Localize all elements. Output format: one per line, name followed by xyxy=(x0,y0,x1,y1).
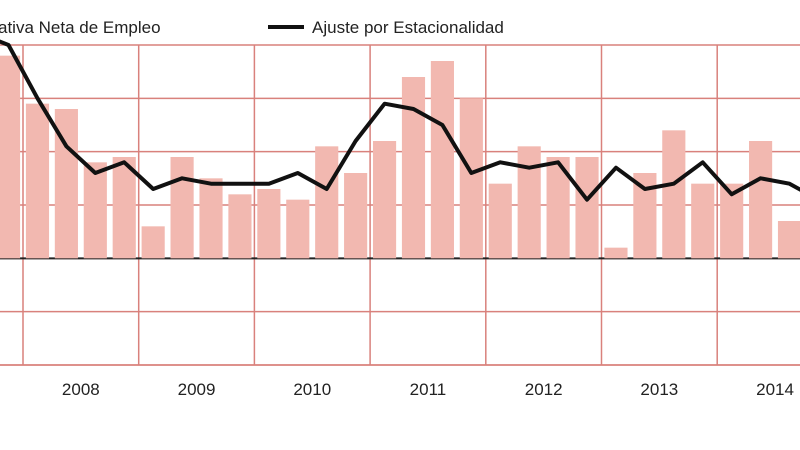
bar xyxy=(315,146,339,259)
bar xyxy=(112,157,136,259)
x-tick-label: 2010 xyxy=(293,380,331,399)
bar xyxy=(25,103,50,259)
bar xyxy=(344,173,368,259)
bar xyxy=(199,178,223,259)
bar xyxy=(691,183,715,259)
bar xyxy=(575,157,599,259)
bar xyxy=(459,98,483,259)
seasonal-adjusted-line xyxy=(0,39,800,202)
x-tick-label: 2011 xyxy=(410,380,447,399)
bar xyxy=(257,189,281,259)
bar xyxy=(401,77,426,259)
line-series xyxy=(0,39,800,202)
plot-area: 2008 2009 2010 2011 2012 2013 2014 xyxy=(0,39,800,399)
x-tick-label: 2012 xyxy=(525,380,563,399)
bar-series xyxy=(0,55,800,259)
bar xyxy=(720,183,744,259)
x-tick-label: 2008 xyxy=(62,380,100,399)
bar xyxy=(633,173,657,259)
bar xyxy=(141,226,165,259)
bar xyxy=(170,157,194,259)
grid xyxy=(0,44,800,366)
legend-line-label: Ajuste por Estacionalidad xyxy=(312,18,504,37)
bar xyxy=(749,141,773,259)
bar xyxy=(54,109,78,259)
bar xyxy=(488,183,512,259)
bar xyxy=(662,130,686,259)
bar xyxy=(228,194,252,259)
bar xyxy=(0,55,21,259)
bar xyxy=(286,199,310,259)
bar xyxy=(83,162,107,259)
x-tick-label: 2009 xyxy=(178,380,216,399)
bar xyxy=(777,221,800,259)
bar xyxy=(546,157,570,259)
bar xyxy=(430,61,454,259)
x-tick-label: 2013 xyxy=(640,380,678,399)
bar xyxy=(517,146,541,259)
bar xyxy=(604,247,628,259)
x-tick-label: 2014 xyxy=(756,380,794,399)
bar xyxy=(372,141,397,259)
legend-bar-label: ativa Neta de Empleo xyxy=(0,18,161,37)
x-axis-ticks: 2008 2009 2010 2011 2012 2013 2014 xyxy=(62,380,794,399)
legend: ativa Neta de Empleo Ajuste por Estacion… xyxy=(0,18,504,37)
